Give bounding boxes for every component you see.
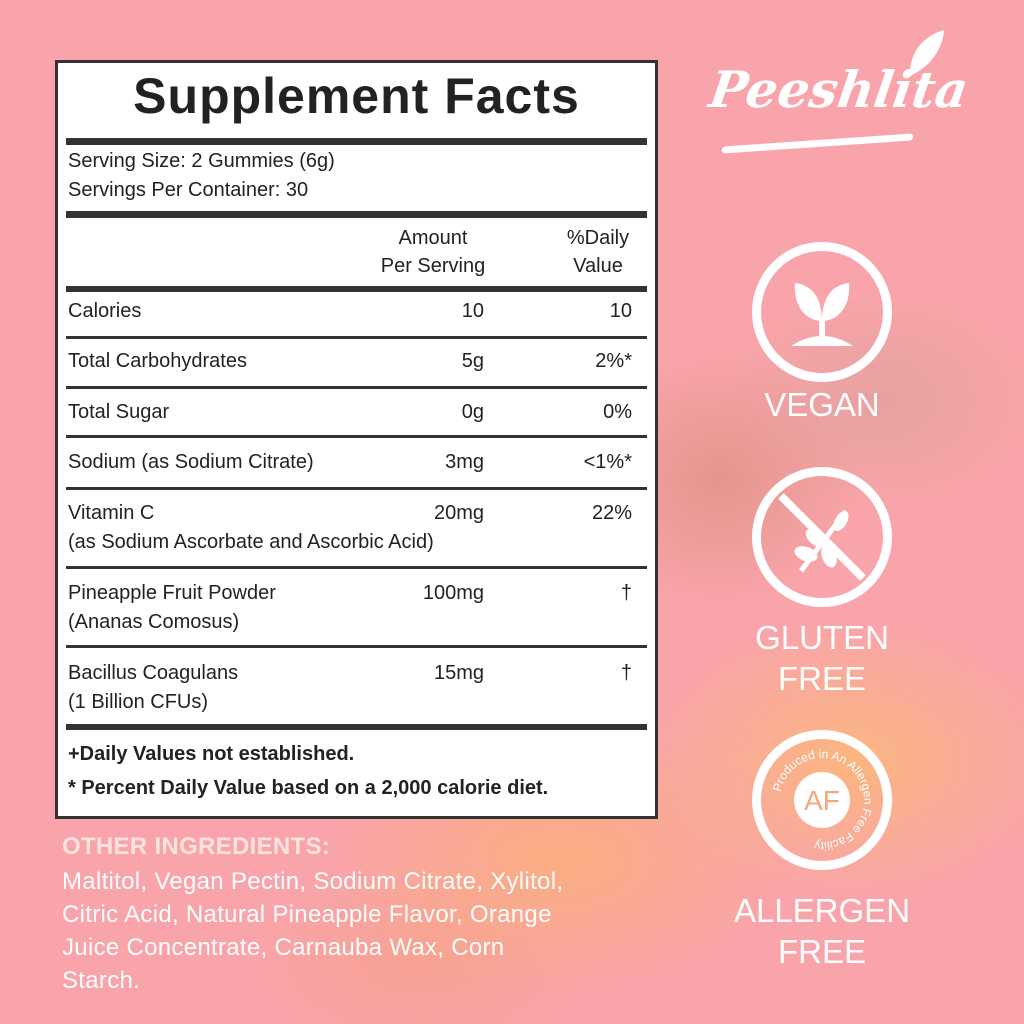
row-dv: 0%	[603, 401, 632, 423]
row-name: Sodium (as Sodium Citrate)	[68, 451, 314, 473]
brush-underline	[721, 133, 914, 154]
amount-header-line1: Amount	[398, 227, 468, 249]
serving-size: Serving Size: 2 Gummies (6g)	[68, 150, 335, 172]
seal-center-text: AF	[804, 785, 840, 816]
dv-header: %Daily Value	[543, 224, 653, 280]
gluten-free-label-line1: GLUTEN	[755, 619, 889, 656]
divider	[66, 435, 647, 438]
servings-per-container: Servings Per Container: 30	[68, 179, 309, 201]
gluten-free-label: GLUTEN FREE	[712, 617, 932, 699]
ingredients-line: Starch.	[62, 967, 141, 994]
row-name: Vitamin C	[68, 502, 155, 524]
row-subname: (as Sodium Ascorbate and Ascorbic Acid)	[68, 531, 434, 553]
ingredients-line: Citric Acid, Natural Pineapple Flavor, O…	[62, 901, 552, 928]
vegan-label: VEGAN	[764, 386, 880, 423]
supplement-facts-panel: Supplement Facts Serving Size: 2 Gummies…	[55, 60, 658, 819]
row-amount: 3mg	[445, 451, 484, 473]
divider	[66, 724, 647, 730]
divider	[66, 645, 647, 648]
divider	[66, 487, 647, 490]
ingredients-line: Maltitol, Vegan Pectin, Sodium Citrate, …	[62, 868, 564, 895]
vegan-badge	[752, 242, 892, 382]
row-amount: 0g	[461, 401, 484, 423]
divider	[66, 336, 647, 339]
row-name: Total Sugar	[68, 401, 170, 423]
row-dv: 22%	[591, 502, 632, 524]
row-amount: 5g	[461, 350, 484, 372]
row-dv: †	[620, 662, 632, 684]
gluten-free-label-line2: FREE	[777, 660, 866, 697]
amount-header: Amount Per Serving	[348, 224, 518, 280]
row-name: Calories	[68, 300, 142, 322]
other-ingredients-heading: OTHER INGREDIENTS:	[62, 833, 331, 860]
dv-header-line2: Value	[573, 255, 623, 277]
allergen-free-label: ALLERGEN FREE	[712, 890, 932, 972]
divider	[66, 286, 647, 292]
divider	[66, 138, 647, 145]
divider	[66, 211, 647, 218]
row-dv: †	[620, 582, 632, 604]
allergen-free-label-line2: FREE	[777, 933, 866, 970]
row-dv: 2%*	[595, 350, 632, 372]
row-dv: <1%*	[583, 451, 632, 473]
leaf-icon	[909, 30, 945, 76]
dv-header-line1: %Daily	[566, 227, 630, 249]
divider	[66, 566, 647, 569]
row-amount: 15mg	[433, 662, 484, 684]
gluten-free-badge	[752, 467, 892, 607]
allergen-free-label-line1: ALLERGEN	[733, 892, 911, 929]
brand-logo: Peeshlita	[706, 30, 972, 154]
sprout-icon	[791, 283, 853, 346]
row-amount: 20mg	[433, 502, 484, 524]
row-subname: (1 Billion CFUs)	[68, 691, 209, 713]
footnote-percent-dv: * Percent Daily Value based on a 2,000 c…	[68, 777, 549, 799]
row-name: Pineapple Fruit Powder	[68, 582, 276, 604]
ingredients-line: Juice Concentrate, Carnauba Wax, Corn	[62, 934, 505, 961]
no-wheat-icon	[778, 493, 866, 581]
divider	[66, 386, 647, 389]
row-amount: 100mg	[422, 582, 484, 604]
facts-title: Supplement Facts	[133, 68, 580, 124]
row-name: Bacillus Coagulans	[68, 662, 239, 684]
row-dv: 10	[609, 300, 632, 322]
footnote-daily-values: +Daily Values not established.	[68, 743, 355, 765]
amount-header-line2: Per Serving	[380, 255, 486, 277]
row-name: Total Carbohydrates	[68, 350, 247, 372]
allergen-free-badge: AF Produced in An Allergen Free Facility	[752, 730, 892, 870]
row-amount: 10	[461, 300, 484, 322]
row-subname: (Ananas Comosus)	[68, 611, 240, 633]
